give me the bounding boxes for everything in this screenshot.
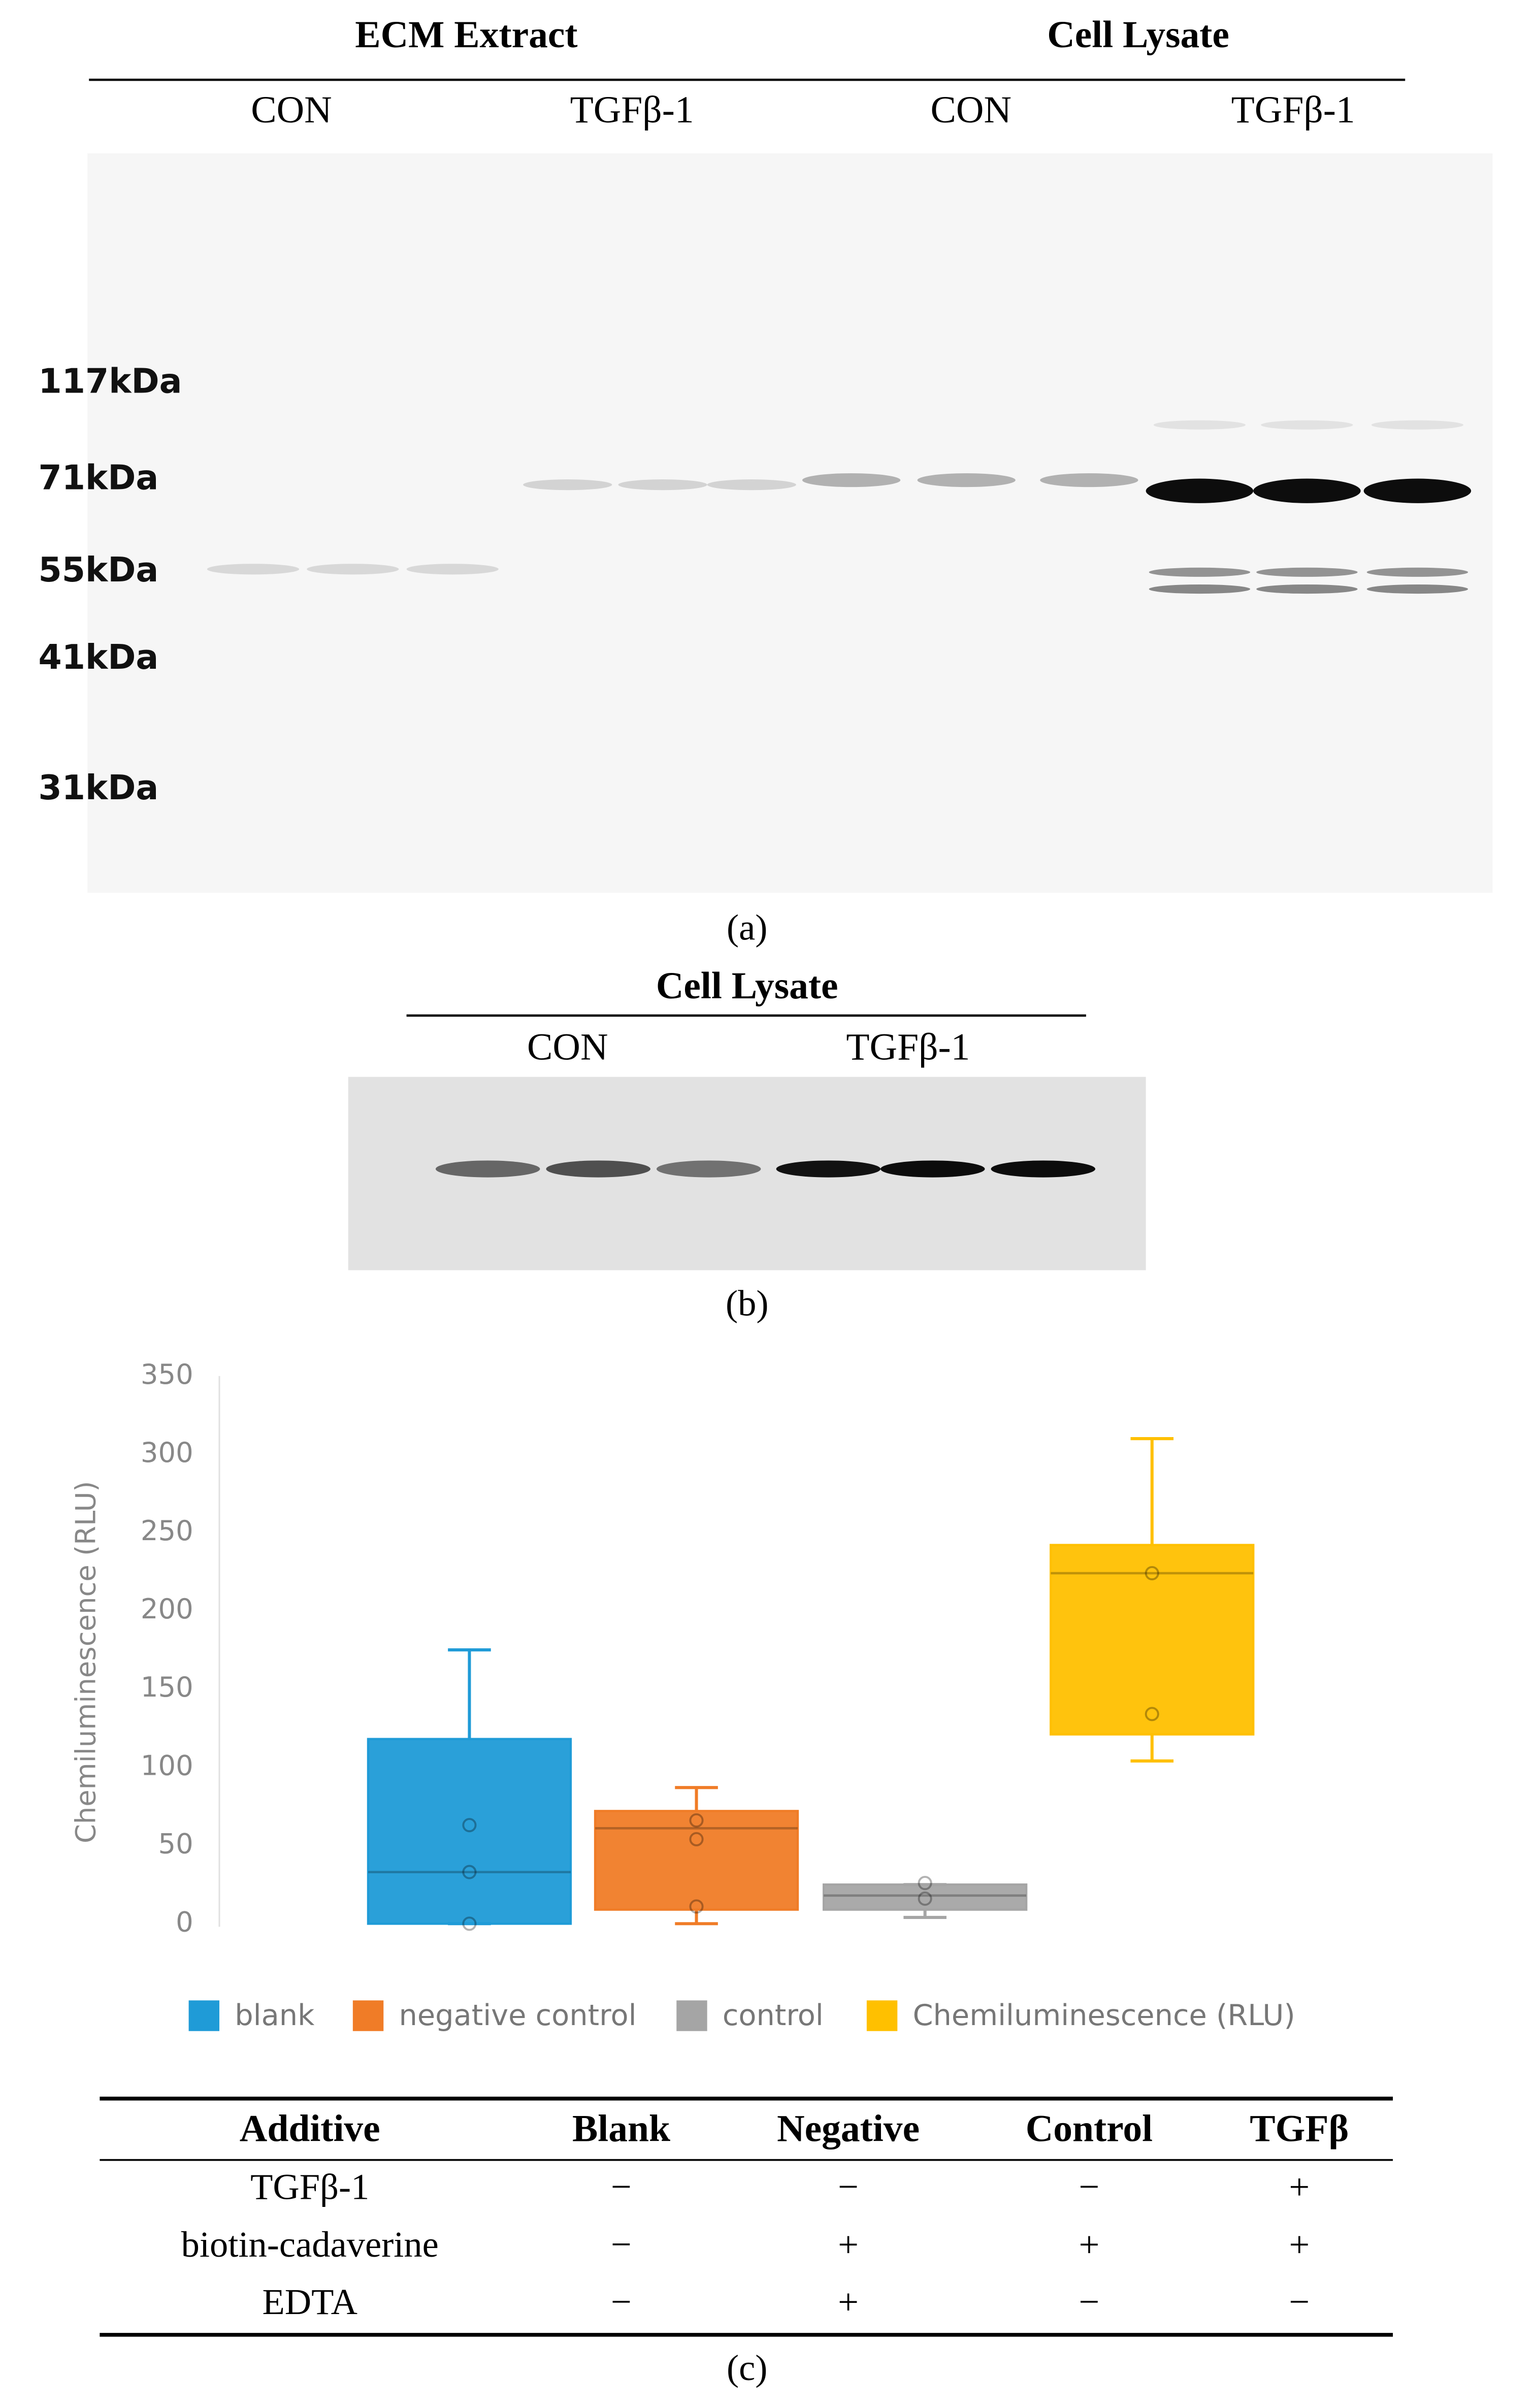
band bbox=[618, 479, 707, 491]
table-cell: − bbox=[611, 2224, 632, 2265]
blot-header: Cell Lysate bbox=[1047, 14, 1229, 56]
band bbox=[1253, 478, 1361, 503]
band bbox=[546, 1160, 650, 1178]
blot-header: Cell Lysate bbox=[656, 965, 838, 1007]
band bbox=[1261, 420, 1353, 430]
table-cell: − bbox=[1289, 2281, 1310, 2322]
caption: (a) bbox=[727, 906, 767, 948]
blot-a bbox=[87, 153, 1493, 893]
table-cell: − bbox=[1079, 2166, 1099, 2207]
legend-label: Chemiluminescence (RLU) bbox=[912, 1998, 1295, 2032]
data-point bbox=[462, 1818, 477, 1833]
legend-label: blank bbox=[235, 1998, 315, 2032]
table-header: Blank bbox=[572, 2107, 670, 2150]
table-cell: + bbox=[838, 2224, 859, 2265]
y-tick-label: 150 bbox=[141, 1671, 193, 1703]
marker-label: 31kDa bbox=[39, 768, 159, 807]
band bbox=[880, 1160, 985, 1178]
y-tick-label: 200 bbox=[141, 1593, 193, 1625]
data-point bbox=[462, 1916, 477, 1931]
lane-label: TGFβ-1 bbox=[846, 1026, 970, 1068]
table-cell: + bbox=[1289, 2224, 1310, 2265]
band bbox=[1366, 567, 1468, 577]
table-cell: EDTA bbox=[263, 2281, 357, 2322]
table-cell: + bbox=[1289, 2166, 1310, 2207]
y-tick-label: 0 bbox=[176, 1906, 193, 1938]
box bbox=[1050, 1544, 1255, 1736]
data-point bbox=[918, 1891, 932, 1906]
box bbox=[594, 1810, 799, 1911]
table-cell: − bbox=[611, 2166, 632, 2207]
legend-swatch bbox=[676, 2000, 707, 2031]
band bbox=[523, 479, 612, 491]
lane-label: CON bbox=[251, 89, 332, 131]
table-cell: + bbox=[838, 2281, 859, 2322]
band bbox=[707, 479, 796, 491]
table-header: TGFβ bbox=[1250, 2107, 1349, 2150]
table-cell: + bbox=[1079, 2224, 1099, 2265]
band bbox=[656, 1160, 761, 1178]
legend-swatch bbox=[866, 2000, 898, 2031]
band bbox=[1366, 584, 1468, 594]
band bbox=[207, 564, 300, 575]
marker-label: 55kDa bbox=[39, 550, 159, 590]
marker-label: 41kDa bbox=[39, 637, 159, 677]
y-tick-label: 300 bbox=[141, 1437, 193, 1469]
band bbox=[307, 564, 399, 575]
lane-label: TGFβ-1 bbox=[570, 89, 694, 131]
band bbox=[1146, 478, 1254, 503]
table-cell: − bbox=[611, 2281, 632, 2322]
data-point bbox=[918, 1876, 932, 1891]
band bbox=[1153, 420, 1246, 430]
table-cell: − bbox=[1079, 2281, 1099, 2322]
table-cell: biotin-cadaverine bbox=[181, 2224, 439, 2265]
band bbox=[1363, 478, 1472, 503]
y-axis-label: Chemiluminescence (RLU) bbox=[70, 1481, 102, 1843]
band bbox=[1040, 473, 1138, 487]
band bbox=[1149, 584, 1251, 594]
y-tick-label: 100 bbox=[141, 1749, 193, 1781]
table-header: Negative bbox=[777, 2107, 920, 2150]
data-point bbox=[689, 1899, 704, 1914]
band bbox=[435, 1160, 540, 1178]
box bbox=[367, 1738, 572, 1925]
table-cell: − bbox=[838, 2166, 859, 2207]
band bbox=[1371, 420, 1464, 430]
band bbox=[1256, 567, 1358, 577]
band bbox=[406, 564, 499, 575]
table-header: Control bbox=[1026, 2107, 1153, 2150]
y-tick-label: 350 bbox=[141, 1358, 193, 1390]
legend-label: negative control bbox=[399, 1998, 636, 2032]
caption: (b) bbox=[726, 1282, 769, 1323]
data-point bbox=[1145, 1566, 1159, 1581]
marker-label: 117kDa bbox=[39, 361, 182, 401]
data-point bbox=[689, 1832, 704, 1846]
legend-swatch bbox=[352, 2000, 384, 2031]
legend-swatch bbox=[188, 2000, 220, 2031]
band bbox=[802, 473, 901, 487]
table-header: Additive bbox=[240, 2107, 380, 2150]
caption: (c) bbox=[727, 2347, 767, 2388]
table-cell: TGFβ-1 bbox=[250, 2166, 369, 2207]
band bbox=[776, 1160, 881, 1178]
band bbox=[1256, 584, 1358, 594]
band bbox=[917, 473, 1016, 487]
band bbox=[991, 1160, 1095, 1178]
lane-label: CON bbox=[527, 1026, 608, 1068]
lane-label: TGFβ-1 bbox=[1231, 89, 1355, 131]
marker-label: 71kDa bbox=[39, 458, 159, 498]
box bbox=[823, 1883, 1028, 1911]
y-tick-label: 50 bbox=[158, 1828, 193, 1860]
data-point bbox=[689, 1813, 704, 1828]
band bbox=[1149, 567, 1251, 577]
data-point bbox=[462, 1865, 477, 1879]
data-point bbox=[1145, 1707, 1159, 1721]
lane-label: CON bbox=[931, 89, 1011, 131]
legend-label: control bbox=[723, 1998, 824, 2032]
y-tick-label: 250 bbox=[141, 1515, 193, 1547]
blot-header: ECM Extract bbox=[355, 14, 577, 56]
